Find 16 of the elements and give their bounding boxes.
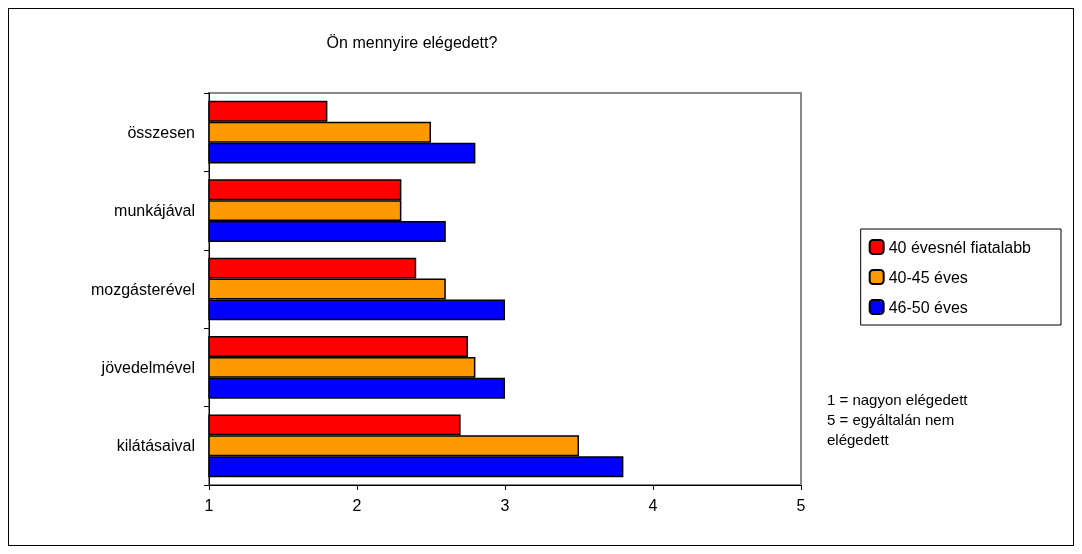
y-tick-label: jövedelmével <box>100 358 195 376</box>
y-tick-label: kilátásaival <box>116 437 195 455</box>
x-tick-label: 2 <box>352 496 362 514</box>
chart-title: Ön mennyire elégedett? <box>326 33 498 51</box>
x-tick-label: 4 <box>648 496 658 514</box>
y-tick-label: munkájával <box>114 202 195 220</box>
legend-label: 40-45 éves <box>888 268 968 286</box>
x-tick-label: 5 <box>796 496 806 514</box>
legend-label: 40 évesnél fiatalabb <box>888 238 1032 256</box>
legend-label: 46-50 éves <box>888 298 968 316</box>
y-tick-label: összesen <box>127 123 195 141</box>
y-tick-label: mozgásterével <box>90 280 195 298</box>
text: 1 = nagyon elégedett <box>827 390 969 408</box>
x-tick-label: 1 <box>204 496 214 514</box>
x-tick-label: 3 <box>500 496 510 514</box>
text: 5 = egyáltalán nem elégedett <box>827 410 959 448</box>
